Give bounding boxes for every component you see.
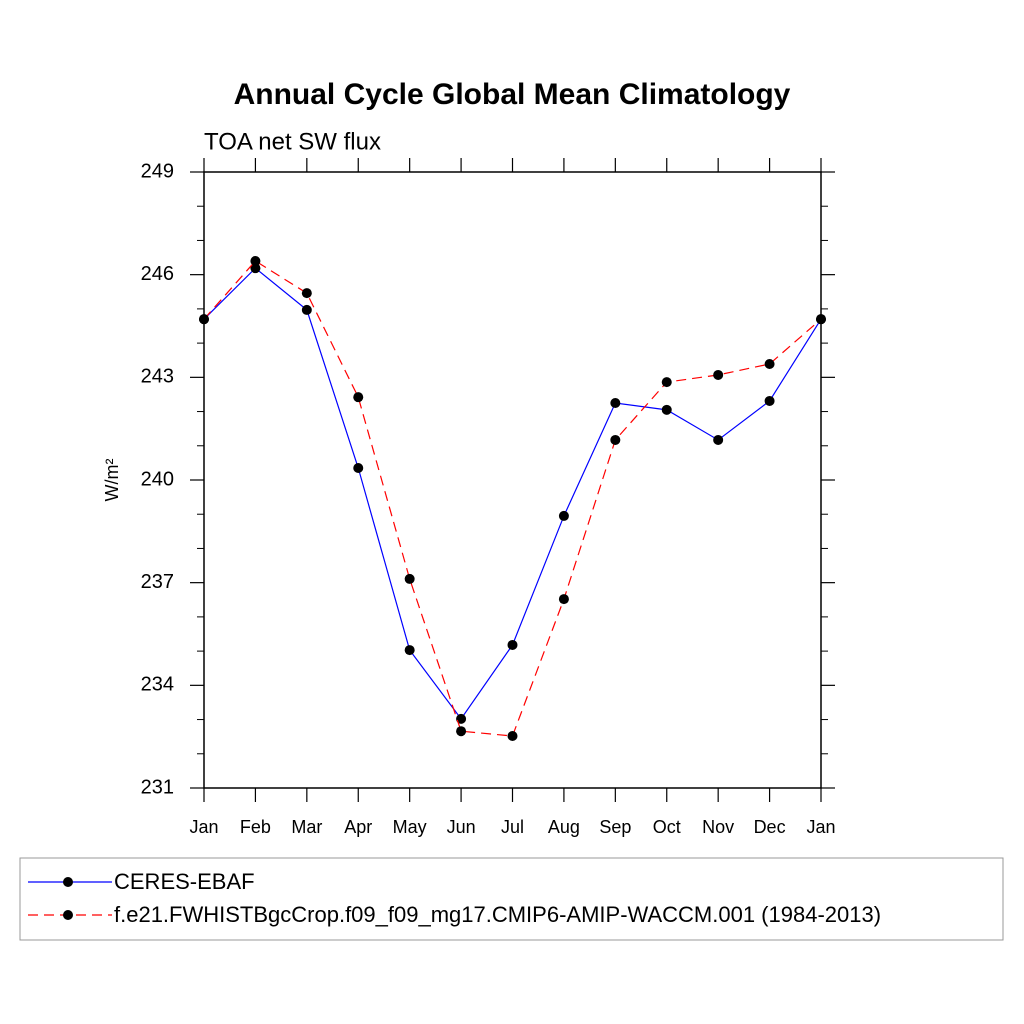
legend-box bbox=[19, 857, 1004, 941]
legend-label: CERES-EBAF bbox=[114, 869, 255, 894]
data-point bbox=[661, 377, 672, 388]
x-tick-label: Mar bbox=[291, 817, 322, 837]
x-tick-label: Jul bbox=[501, 817, 524, 837]
x-tick-label: Sep bbox=[599, 817, 631, 837]
data-point bbox=[713, 369, 724, 380]
data-point bbox=[353, 463, 364, 474]
x-tick-label: Aug bbox=[548, 817, 580, 837]
plot-frame bbox=[203, 171, 822, 789]
y-tick-label: 231 bbox=[141, 776, 174, 798]
x-tick-label: Apr bbox=[344, 817, 372, 837]
y-tick-label: 249 bbox=[141, 160, 174, 182]
data-point bbox=[199, 314, 209, 325]
y-tick-label: 234 bbox=[141, 674, 174, 696]
x-tick-label: Nov bbox=[702, 817, 734, 837]
data-point bbox=[301, 304, 312, 315]
data-point bbox=[456, 726, 467, 737]
x-tick-label: Dec bbox=[754, 817, 786, 837]
data-point bbox=[558, 510, 569, 521]
x-tick-label: Feb bbox=[240, 817, 271, 837]
y-tick-label: 246 bbox=[141, 263, 174, 285]
chart-title: Annual Cycle Global Mean Climatology bbox=[234, 78, 791, 111]
data-point bbox=[301, 288, 312, 299]
data-point bbox=[610, 434, 621, 445]
y-tick-label: 243 bbox=[141, 366, 174, 388]
data-point bbox=[507, 639, 518, 650]
series-line bbox=[203, 267, 822, 720]
data-point bbox=[404, 573, 415, 584]
series-line bbox=[203, 260, 822, 737]
y-tick-label: 237 bbox=[141, 571, 174, 593]
data-point bbox=[558, 594, 569, 605]
data-point bbox=[353, 392, 364, 403]
legend-marker bbox=[63, 910, 73, 920]
y-axis-label: W/m² bbox=[102, 459, 122, 502]
x-tick-label: Jan bbox=[806, 817, 835, 837]
x-tick-label: May bbox=[393, 817, 427, 837]
data-point bbox=[404, 645, 415, 656]
x-tick-label: Jan bbox=[189, 817, 218, 837]
legend-label: f.e21.FWHISTBgcCrop.f09_f09_mg17.CMIP6-A… bbox=[114, 902, 881, 927]
data-point bbox=[250, 263, 261, 274]
data-point bbox=[764, 395, 775, 406]
x-tick-label: Oct bbox=[653, 817, 681, 837]
legend-marker bbox=[63, 877, 73, 887]
data-point bbox=[610, 398, 621, 408]
data-point bbox=[507, 730, 518, 741]
y-tick-label: 240 bbox=[141, 468, 174, 490]
data-point bbox=[250, 255, 261, 266]
data-point bbox=[661, 404, 672, 415]
data-point bbox=[816, 314, 826, 325]
data-point bbox=[764, 358, 775, 369]
data-point bbox=[713, 434, 724, 445]
data-point bbox=[456, 713, 467, 724]
x-tick-label: Jun bbox=[447, 817, 476, 837]
chart-subtitle: TOA net SW flux bbox=[204, 128, 381, 155]
